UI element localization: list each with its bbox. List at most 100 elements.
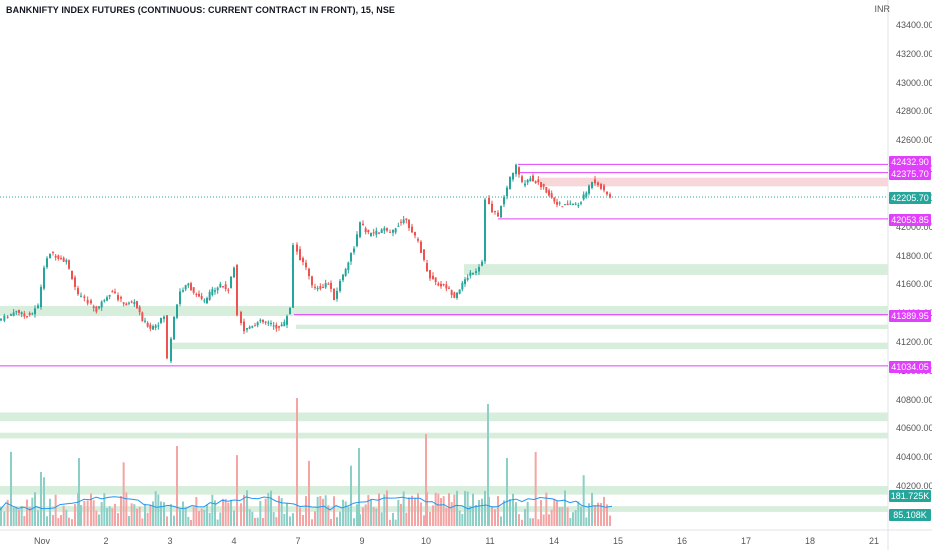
candle-body	[152, 326, 154, 330]
candle-body	[397, 225, 400, 227]
candle-body	[532, 175, 534, 182]
volume-bar	[26, 499, 28, 526]
volume-bar	[512, 493, 514, 526]
price-tick-label: 41200.00	[896, 336, 932, 347]
candle-body	[564, 204, 566, 206]
volume-bar	[521, 519, 523, 526]
volume-bar	[278, 495, 280, 526]
candle-body	[92, 306, 95, 308]
candle-body	[364, 228, 367, 233]
candle-body	[46, 258, 48, 268]
volume-bar	[15, 506, 18, 526]
volume-bar	[464, 490, 466, 526]
candle-body	[187, 283, 190, 286]
volume-bar	[86, 500, 89, 526]
volume-bar	[603, 496, 605, 526]
candle-body	[57, 255, 60, 259]
volume-bar	[434, 492, 437, 526]
candle-body	[350, 253, 352, 262]
candle-body	[420, 241, 422, 253]
candle-body	[283, 321, 286, 327]
candle-body	[308, 268, 310, 277]
candle-body	[577, 205, 580, 207]
volume-bar	[405, 512, 408, 526]
currency-label: INR	[874, 4, 891, 14]
candle-body	[556, 201, 558, 205]
candle-body	[130, 301, 133, 303]
candle-body	[606, 191, 608, 195]
candle-body	[173, 316, 175, 340]
price-tick-label: 41800.00	[896, 250, 932, 261]
price-tick-label: 43400.00	[896, 20, 932, 30]
candle-body	[597, 182, 599, 186]
volume-bar	[561, 507, 564, 526]
volume-bar	[128, 516, 130, 526]
candle-body	[389, 231, 391, 233]
candle-body	[322, 286, 324, 288]
volume-bar	[243, 494, 245, 526]
candle-body	[163, 316, 165, 320]
volume-bar	[414, 497, 416, 526]
volume-bar	[453, 494, 456, 526]
volume-bar	[106, 507, 108, 526]
candle-body	[278, 326, 280, 328]
candle-body	[28, 313, 31, 315]
volume-spike	[78, 458, 80, 526]
volume-bar	[597, 502, 599, 526]
volume-bar	[356, 504, 358, 526]
candle-body	[434, 277, 437, 283]
candle-body	[594, 179, 596, 184]
candle-body	[367, 229, 370, 232]
candle-body	[214, 290, 216, 292]
volume-bar	[469, 505, 472, 526]
candle-body	[3, 315, 6, 321]
candle-body	[314, 286, 316, 288]
volume-bar	[219, 512, 222, 526]
volume-bar	[152, 501, 154, 526]
candle-body	[456, 292, 458, 298]
price-tick-label: 40800.00	[896, 394, 932, 405]
volume-bar	[503, 500, 505, 526]
candle-body	[478, 266, 480, 272]
candle-body	[588, 185, 590, 194]
candle-body	[12, 312, 15, 316]
candle-body	[86, 299, 89, 304]
candle-body	[529, 178, 532, 182]
candle-body	[582, 194, 585, 200]
volume-bar	[370, 499, 372, 526]
volume-bar	[394, 519, 397, 526]
candle-body	[125, 303, 128, 306]
candle-body	[34, 308, 36, 315]
candle-body	[402, 219, 405, 223]
volume-bar	[339, 511, 341, 526]
candle-body	[299, 249, 301, 261]
candle-body	[481, 261, 483, 266]
candle-body	[206, 297, 208, 304]
volume-bar	[166, 516, 168, 526]
zone-4	[172, 342, 888, 350]
chart-title: BANKNIFTY INDEX FUTURES (CONTINUOUS: CUR…	[6, 5, 396, 15]
volume-bar	[65, 509, 68, 526]
volume-bar	[49, 498, 51, 526]
candle-body	[192, 287, 195, 293]
volume-bar	[18, 509, 20, 526]
candle-body	[600, 184, 602, 189]
volume-bar	[57, 518, 60, 526]
volume-bar	[190, 519, 192, 526]
volume-bar	[347, 506, 350, 526]
volume-bar	[524, 508, 526, 526]
volume-bar	[74, 504, 76, 526]
price-tick-label: 40600.00	[896, 423, 932, 434]
zone-2	[0, 305, 888, 317]
volume-bar	[534, 451, 537, 526]
volume-bar	[402, 491, 405, 526]
candle-body	[23, 313, 26, 317]
candle-body	[10, 314, 12, 316]
volume-bar	[308, 460, 310, 526]
volume-bar	[198, 510, 200, 526]
candle-body	[375, 230, 378, 235]
candle-body	[561, 206, 564, 208]
candle-body	[133, 302, 136, 305]
